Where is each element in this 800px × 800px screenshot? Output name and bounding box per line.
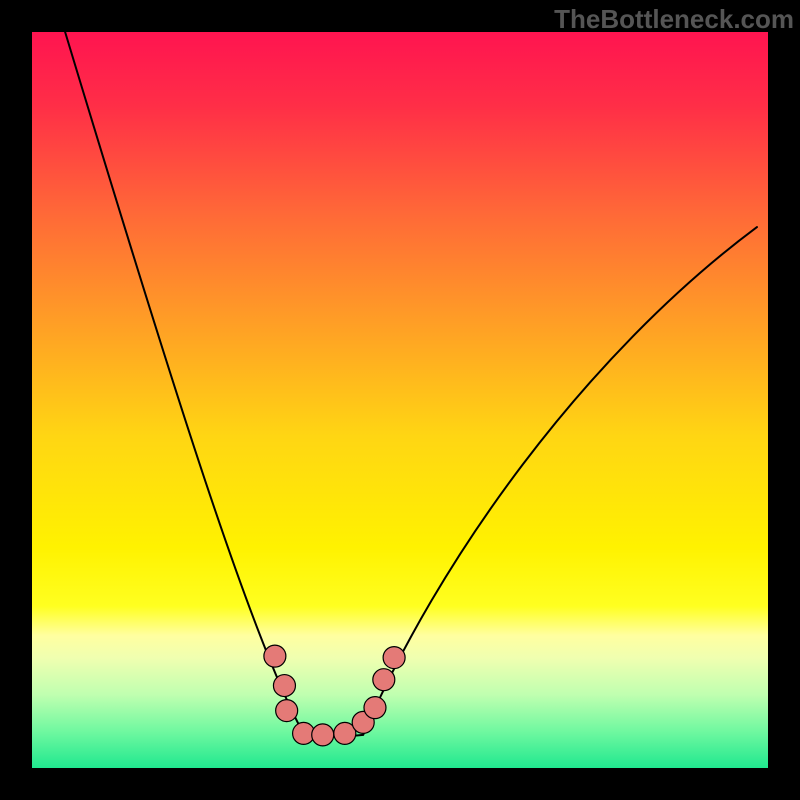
data-marker: [373, 669, 395, 691]
bottleneck-chart: [0, 0, 800, 800]
data-marker: [276, 700, 298, 722]
data-marker: [312, 724, 334, 746]
chart-root: TheBottleneck.com: [0, 0, 800, 800]
watermark-text: TheBottleneck.com: [554, 4, 794, 35]
data-marker: [383, 647, 405, 669]
data-marker: [273, 675, 295, 697]
data-marker: [264, 645, 286, 667]
data-marker: [364, 697, 386, 719]
